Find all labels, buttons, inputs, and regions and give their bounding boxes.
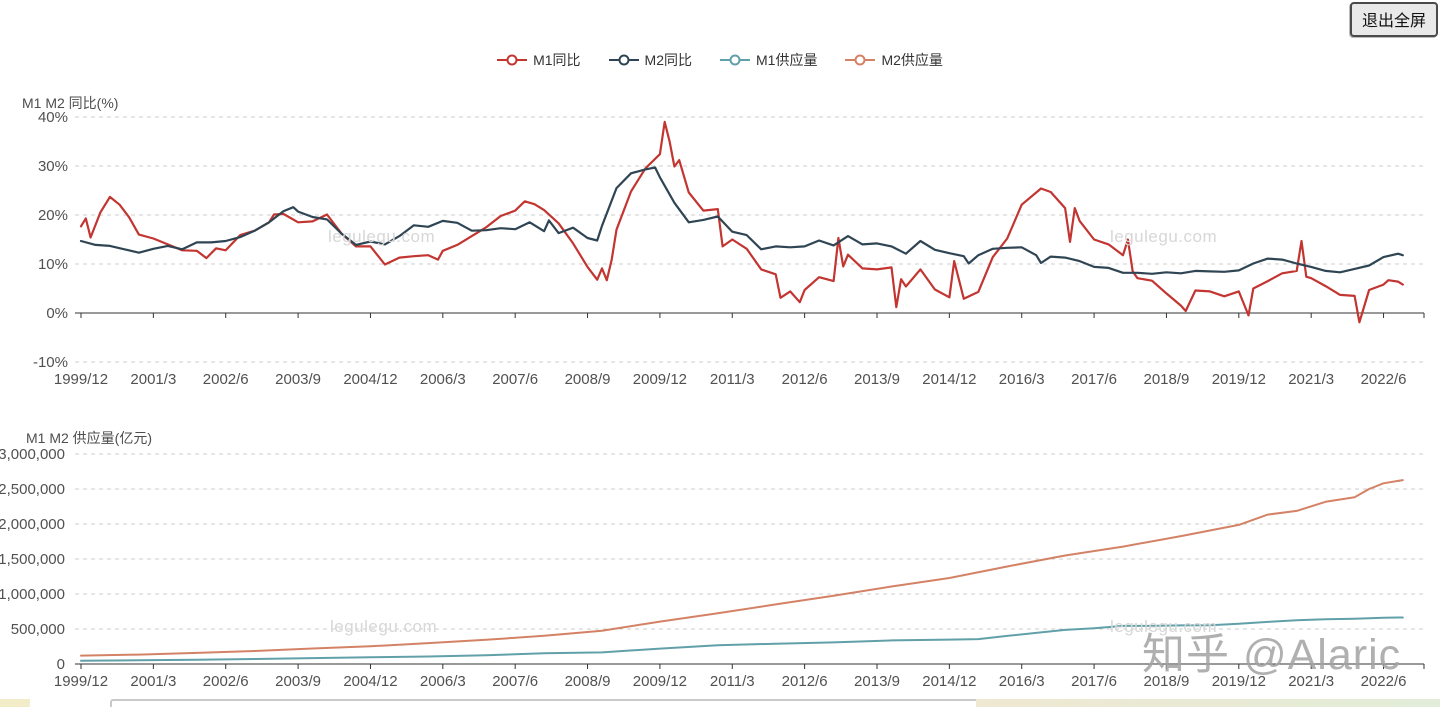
svg-text:3,000,000: 3,000,000: [0, 446, 65, 463]
svg-text:2007/6: 2007/6: [492, 371, 538, 388]
legend-label: M2同比: [644, 52, 692, 68]
yoy-chart-title: M1 M2 同比(%): [22, 95, 119, 111]
svg-text:2007/6: 2007/6: [492, 673, 538, 690]
x-tick-labels: 1999/12 2001/3 2002/6 2003/9 2004/12 2006/3 20…: [54, 673, 1407, 690]
y-tick-labels: 3,000,000 2,500,000 2,000,000 1,500,000 1,00…: [0, 446, 65, 673]
legend-item-m2-supply[interactable]: M2供应量: [845, 50, 943, 70]
cut-off-content-strip: [0, 699, 1440, 707]
svg-text:2014/12: 2014/12: [922, 371, 976, 388]
chart-legend: M1同比 M2同比 M1供应量 M2供应量: [0, 50, 1440, 70]
svg-text:2003/9: 2003/9: [275, 673, 321, 690]
strip-box-segment: [110, 699, 980, 707]
svg-text:1,000,000: 1,000,000: [0, 586, 65, 603]
svg-text:2006/3: 2006/3: [420, 371, 466, 388]
svg-text:2009/12: 2009/12: [633, 371, 687, 388]
svg-text:1999/12: 1999/12: [54, 371, 108, 388]
svg-text:2016/3: 2016/3: [999, 673, 1045, 690]
svg-text:2004/12: 2004/12: [343, 371, 397, 388]
svg-text:2009/12: 2009/12: [633, 673, 687, 690]
svg-text:2016/3: 2016/3: [999, 371, 1045, 388]
m2-yoy-legend-marker: [608, 54, 639, 66]
x-tick-labels: 1999/12 2001/3 2002/6 2003/9 2004/12 2006/3 20…: [54, 371, 1407, 388]
svg-text:2008/9: 2008/9: [565, 673, 611, 690]
m2-supply-line: [80, 479, 1404, 657]
yoy-chart: 40% 30% 20% 10% 0% -10%1999/12 2001/3 2002/6 200…: [33, 109, 1425, 388]
svg-text:2001/3: 2001/3: [130, 673, 176, 690]
exit-fullscreen-button[interactable]: 退出全屏: [1349, 2, 1438, 37]
svg-text:2012/6: 2012/6: [782, 371, 828, 388]
svg-text:1,500,000: 1,500,000: [0, 551, 65, 568]
svg-text:0%: 0%: [46, 305, 68, 322]
svg-text:2017/6: 2017/6: [1071, 673, 1117, 690]
y-gridlines: [75, 116, 1424, 363]
legend-item-m1-supply[interactable]: M1供应量: [720, 50, 817, 70]
svg-text:2013/9: 2013/9: [854, 673, 900, 690]
svg-text:2,000,000: 2,000,000: [0, 516, 65, 533]
svg-text:500,000: 500,000: [11, 621, 65, 638]
supply-chart-title: M1 M2 供应量(亿元): [26, 430, 152, 446]
svg-text:2013/9: 2013/9: [854, 371, 900, 388]
svg-text:2019/12: 2019/12: [1212, 371, 1266, 388]
svg-text:2008/9: 2008/9: [565, 371, 611, 388]
svg-text:2018/9: 2018/9: [1143, 673, 1189, 690]
m2-yoy-line: [79, 166, 1404, 275]
strip-gradient-segment: [976, 699, 1440, 707]
legend-label: M1同比: [533, 52, 581, 68]
m1-supply-line: [80, 616, 1404, 662]
supply-chart: 3,000,000 2,500,000 2,000,000 1,500,000 1,00…: [0, 446, 1425, 690]
svg-text:2019/12: 2019/12: [1212, 673, 1266, 690]
legend-label: M2供应量: [881, 52, 943, 68]
m1-yoy-line: [79, 120, 1404, 324]
watermark-legulegu-bottom-left: legulegu.com: [330, 617, 438, 636]
svg-text:2017/6: 2017/6: [1071, 371, 1117, 388]
x-axis: [75, 312, 1425, 318]
strip-yellow-segment: [0, 699, 30, 707]
svg-text:2014/12: 2014/12: [922, 673, 976, 690]
m1-supply-legend-marker: [720, 54, 750, 66]
svg-text:2002/6: 2002/6: [203, 371, 249, 388]
m2-supply-legend-marker: [845, 54, 876, 66]
y-gridlines: [75, 453, 1424, 630]
svg-text:1999/12: 1999/12: [54, 673, 108, 690]
legend-item-m1-yoy[interactable]: M1同比: [497, 50, 581, 70]
svg-text:20%: 20%: [38, 207, 68, 224]
svg-text:2011/3: 2011/3: [710, 371, 755, 388]
legend-item-m2-yoy[interactable]: M2同比: [608, 50, 692, 70]
svg-text:30%: 30%: [38, 158, 68, 175]
svg-text:2021/3: 2021/3: [1288, 673, 1334, 690]
svg-text:-10%: -10%: [33, 354, 68, 371]
svg-text:2002/6: 2002/6: [203, 673, 249, 690]
watermark-legulegu-top-left: legulegu.com: [328, 227, 436, 246]
x-axis: [75, 663, 1425, 669]
svg-text:2011/3: 2011/3: [710, 673, 755, 690]
svg-text:2001/3: 2001/3: [130, 371, 176, 388]
svg-text:40%: 40%: [38, 109, 68, 126]
zhihu-user-watermark: 知乎 @Alaric: [1142, 631, 1402, 679]
svg-text:10%: 10%: [38, 256, 68, 273]
svg-text:2012/6: 2012/6: [782, 673, 828, 690]
watermark-legulegu-top-right: legulegu.com: [1110, 227, 1218, 246]
svg-text:2006/3: 2006/3: [420, 673, 466, 690]
svg-text:0: 0: [57, 656, 65, 673]
svg-text:2022/6: 2022/6: [1361, 673, 1407, 690]
svg-text:2021/3: 2021/3: [1288, 371, 1334, 388]
watermark-legulegu-bottom-right: legulegu.com: [1110, 617, 1218, 636]
svg-text:2003/9: 2003/9: [275, 371, 321, 388]
svg-text:2018/9: 2018/9: [1143, 371, 1189, 388]
svg-text:2004/12: 2004/12: [343, 673, 397, 690]
legend-label: M1供应量: [756, 52, 818, 68]
svg-text:2022/6: 2022/6: [1361, 371, 1407, 388]
m1-yoy-legend-marker: [497, 54, 528, 66]
svg-text:2,500,000: 2,500,000: [0, 481, 65, 498]
y-tick-labels: 40% 30% 20% 10% 0% -10%: [33, 109, 68, 371]
